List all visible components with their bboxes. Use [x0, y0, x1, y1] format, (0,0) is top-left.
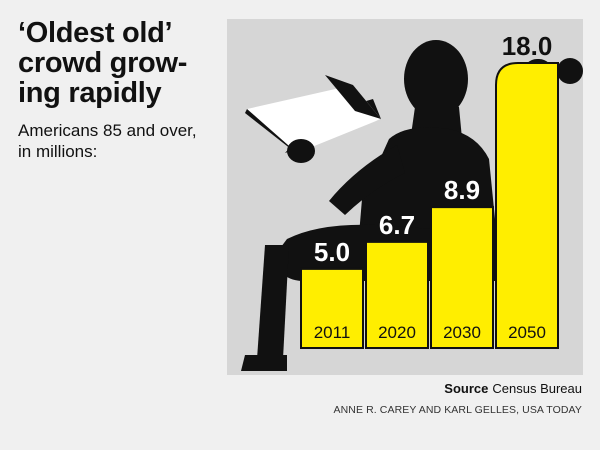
- title-line-2: crowd grow-: [18, 47, 188, 79]
- category-label-2020: 2020: [378, 323, 416, 342]
- title-line-1: ‘Oldest old’: [18, 17, 173, 49]
- bar-2050: [495, 62, 559, 349]
- source-note: Source Census Bureau: [444, 381, 582, 396]
- value-label-2011: 5.0: [314, 237, 350, 267]
- value-label-2020: 6.7: [379, 210, 415, 240]
- chart-title: ‘Oldest old’ crowd grow- ing rapidly: [18, 18, 218, 108]
- source-label: Source: [444, 381, 489, 396]
- subtitle-line-1: Americans 85 and over,: [18, 121, 197, 140]
- source-text: Census Bureau: [492, 381, 582, 396]
- bar-2020: [365, 240, 429, 349]
- value-label-2050: 18.0: [502, 31, 553, 61]
- category-label-2050: 2050: [508, 323, 546, 342]
- category-label-2030: 2030: [443, 323, 481, 342]
- title-line-3: ing rapidly: [18, 77, 162, 109]
- chart-subtitle: Americans 85 and over, in millions:: [18, 120, 218, 162]
- bar-2011: [300, 267, 364, 349]
- value-label-2030: 8.9: [444, 175, 480, 205]
- credit-line: ANNE R. CAREY AND KARL GELLES, USA TODAY: [333, 404, 582, 416]
- subtitle-line-2: in millions:: [18, 142, 98, 161]
- chart-area: 5.0 2011 6.7 2020 8.9 2030 18.0 2050: [227, 19, 583, 375]
- bars-group: 5.0 2011 6.7 2020 8.9 2030 18.0 2050: [300, 31, 559, 349]
- bar-2030: [430, 206, 494, 349]
- category-label-2011: 2011: [314, 323, 351, 342]
